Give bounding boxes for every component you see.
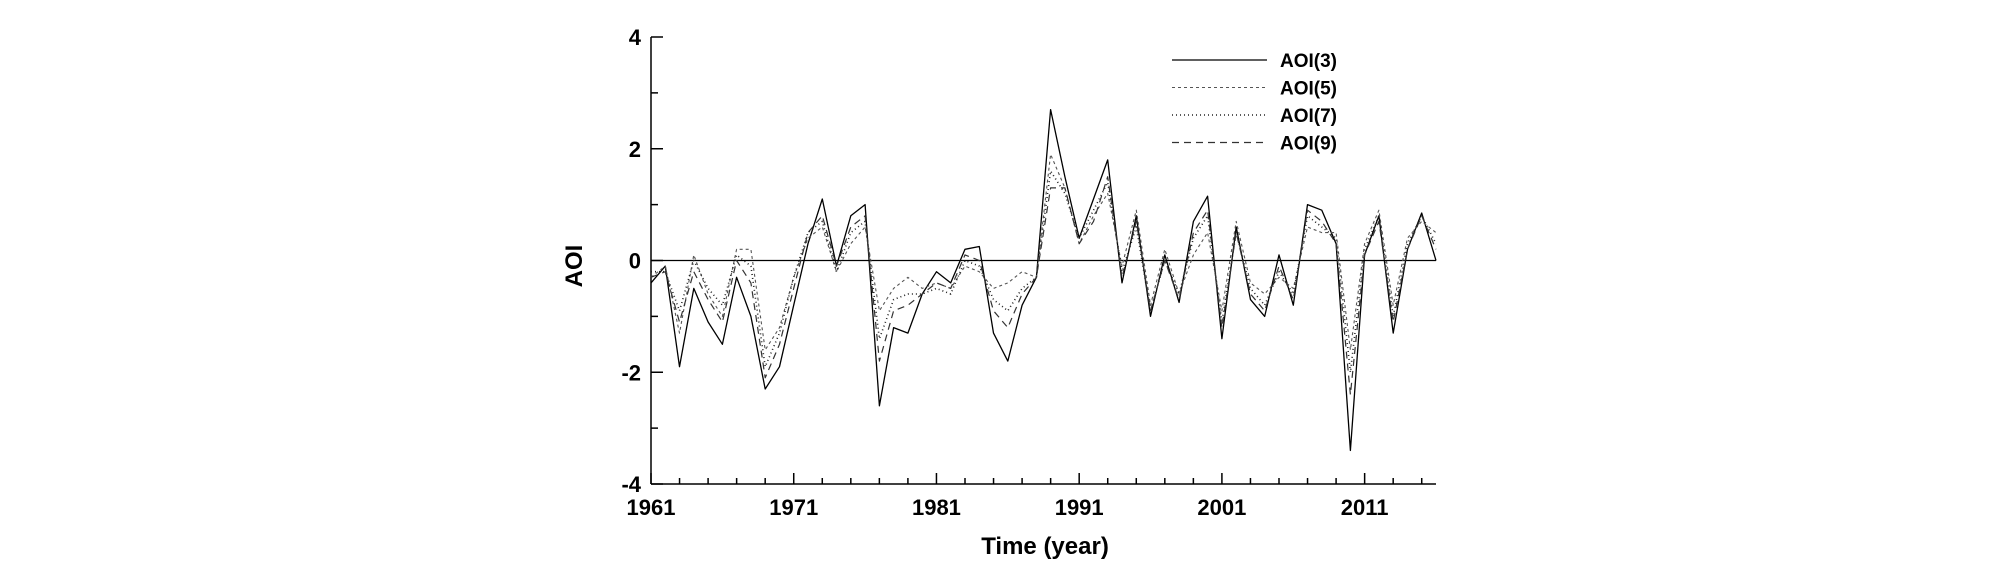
series-line-aoi5 [650,153,1437,351]
x-tick-label: 2001 [1197,495,1246,520]
y-tick-label: 0 [629,249,641,274]
y-tick-label: -2 [621,360,641,385]
legend-label: AOI(3) [1280,51,1337,72]
y-axis-title: AOI [561,245,588,288]
legend: AOI(3) AOI(5) AOI(7) AOI(9) [1172,51,1337,155]
legend-label: AOI(5) [1280,79,1337,100]
x-tick-label: 1991 [1055,495,1104,520]
x-tick-label: 1971 [769,495,818,520]
series-line-aoi7 [651,170,1437,374]
series-line-aoi3 [650,108,1437,452]
x-tick-label: 2011 [1341,495,1389,520]
legend-label: AOI(7) [1280,106,1337,127]
y-tick-label: 2 [629,137,641,162]
y-tick-label: -4 [621,472,641,497]
x-axis-title: Time (year) [981,533,1109,560]
x-tick-label: 1981 [912,495,961,520]
x-tick-label: 1961 [627,495,676,520]
series-line-aoi9 [650,176,1437,396]
legend-label: AOI(9) [1280,134,1337,155]
y-tick-label: 4 [629,25,642,50]
